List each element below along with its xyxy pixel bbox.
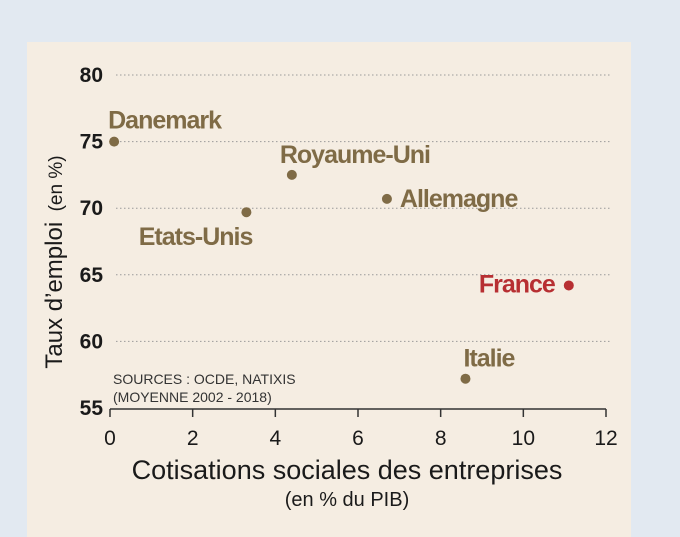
y-tick-label: 55 [80, 397, 104, 420]
y-axis-title: Taux d’emploi [41, 222, 68, 369]
point-label-danemark: Danemark [108, 107, 222, 135]
chart-panel [27, 42, 631, 537]
axes [109, 408, 607, 417]
data-points: Danemark Royaume-Uni Allemagne Etats-Unis Fr… [108, 107, 574, 384]
x-tick-label: 12 [594, 427, 617, 450]
point-france [563, 280, 574, 291]
x-tick-label: 2 [187, 427, 199, 450]
x-tick-label: 8 [435, 427, 447, 450]
x-tick-label: 0 [104, 427, 116, 450]
y-axis-unit: (en %) [46, 155, 67, 211]
point-label-italie: Italie [463, 345, 515, 373]
point-label-france: France [479, 270, 556, 298]
point-label-etats-unis: Etats-Unis [139, 223, 253, 251]
y-axis-label: Taux d’emploi (en %) [41, 155, 68, 368]
x-tick-label: 6 [352, 427, 364, 450]
gridlines [116, 74, 612, 342]
point-label-allemagne: Allemagne [400, 185, 519, 213]
point-danemark [109, 136, 120, 147]
point-etats-unis [241, 207, 252, 218]
point-royaume-uni [286, 169, 297, 180]
point-italie [460, 373, 471, 384]
source-line-2: (MOYENNE 2002 - 2018) [113, 389, 272, 405]
x-axis-sublabel: (en % du PIB) [285, 489, 410, 511]
x-axis-label: Cotisations sociales des entreprises [132, 455, 563, 485]
point-allemagne [381, 193, 392, 204]
y-tick-label: 75 [80, 131, 104, 154]
x-tick-label: 10 [512, 427, 535, 450]
x-tick-label: 4 [269, 427, 281, 450]
y-tick-label: 80 [80, 64, 103, 87]
y-tick-label: 60 [80, 330, 103, 353]
y-tick-label: 65 [80, 264, 104, 287]
point-label-royaume-uni: Royaume-Uni [280, 141, 430, 169]
y-tick-label: 70 [80, 197, 103, 220]
tick-labels: 55 60 65 70 75 80 0 2 4 6 8 10 12 [80, 64, 618, 450]
source-line-1: SOURCES : OCDE, NATIXIS [113, 371, 296, 387]
